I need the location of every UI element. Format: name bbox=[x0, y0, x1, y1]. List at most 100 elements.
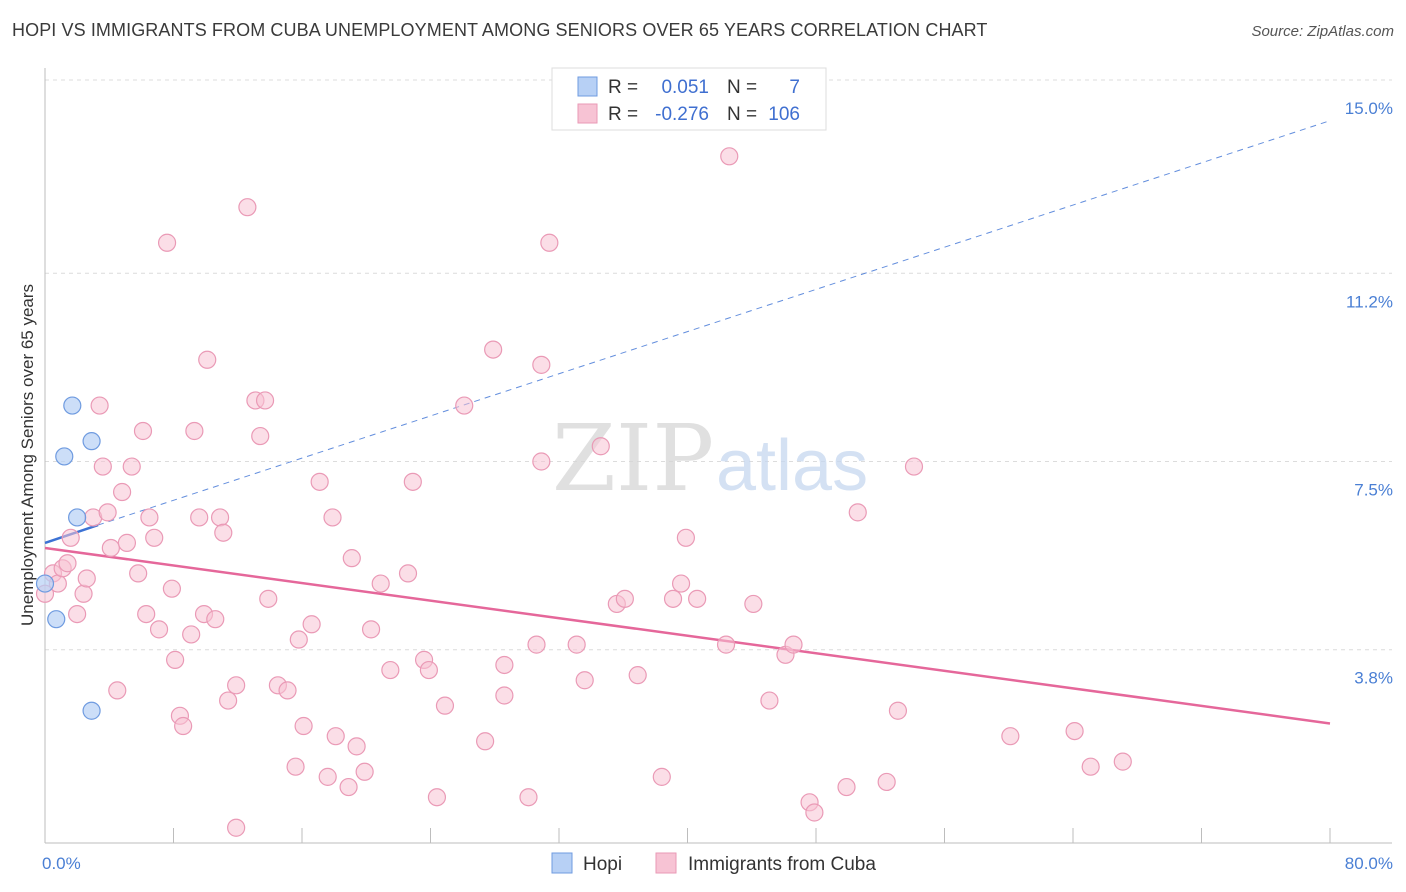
cuba-point bbox=[145, 528, 164, 547]
legend-hopi-swatch bbox=[551, 852, 573, 874]
cuba-point bbox=[219, 691, 238, 710]
cuba-point bbox=[214, 523, 233, 542]
cuba-point bbox=[182, 625, 201, 644]
cuba-point bbox=[848, 503, 867, 522]
stats-hopi-r-label: R = bbox=[608, 77, 638, 98]
stats-cuba-r-label: R = bbox=[608, 104, 638, 125]
cuba-point bbox=[98, 503, 117, 522]
legend-hopi-label: Hopi bbox=[583, 854, 622, 875]
cuba-point bbox=[74, 584, 93, 603]
cuba-point bbox=[198, 350, 217, 369]
cuba-point bbox=[227, 676, 246, 695]
cuba-point bbox=[149, 620, 169, 639]
cuba-point bbox=[1001, 727, 1020, 746]
cuba-point bbox=[877, 772, 896, 792]
cuba-point bbox=[137, 604, 156, 624]
cuba-point bbox=[185, 421, 204, 441]
cuba-point bbox=[129, 564, 148, 583]
stats-cuba-swatch bbox=[577, 103, 598, 124]
cuba-point bbox=[294, 716, 313, 736]
cuba-point bbox=[527, 635, 546, 654]
stats-cuba-n-value: 106 bbox=[768, 104, 800, 125]
hopi-point bbox=[82, 701, 101, 720]
cuba-point bbox=[371, 574, 390, 593]
stats-hopi-r-value: 0.051 bbox=[661, 77, 709, 98]
stats-box: R = 0.051 N = 7 R = -0.276 N = 106 bbox=[551, 67, 827, 131]
cuba-point bbox=[676, 528, 695, 547]
cuba-point bbox=[347, 737, 366, 756]
y-tick-label: 3.8% bbox=[1354, 669, 1393, 688]
cuba-point bbox=[133, 421, 153, 441]
cuba-point bbox=[381, 660, 400, 680]
cuba-point bbox=[1113, 752, 1132, 771]
hopi-point bbox=[47, 610, 66, 629]
cuba-point bbox=[663, 589, 683, 608]
hopi-trend-projection bbox=[97, 120, 1331, 526]
cuba-point bbox=[671, 574, 691, 593]
watermark-zip: ZIP bbox=[552, 405, 714, 512]
cuba-point bbox=[206, 610, 225, 629]
cuba-point bbox=[837, 777, 856, 797]
x-tick-label: 0.0% bbox=[42, 854, 81, 873]
cuba-point bbox=[339, 777, 358, 797]
hopi-point bbox=[82, 432, 101, 451]
cuba-point bbox=[904, 457, 924, 476]
y-tick-label: 11.2% bbox=[1346, 292, 1393, 311]
cuba-point bbox=[323, 508, 342, 527]
cuba-point bbox=[162, 579, 181, 598]
cuba-point bbox=[591, 437, 610, 456]
data-points bbox=[35, 147, 1132, 837]
cuba-point bbox=[532, 355, 551, 374]
cuba-point bbox=[455, 396, 474, 415]
source-label: Source: ZipAtlas.com bbox=[1251, 23, 1394, 40]
cuba-point bbox=[227, 818, 246, 837]
cuba-point bbox=[435, 696, 455, 715]
cuba-trend-line bbox=[44, 546, 1331, 725]
cuba-point bbox=[238, 198, 257, 217]
chart-title: HOPI VS IMMIGRANTS FROM CUBA UNEMPLOYMEN… bbox=[12, 20, 988, 40]
cuba-point bbox=[93, 457, 112, 476]
legend-cuba-swatch bbox=[655, 852, 677, 874]
cuba-point bbox=[495, 686, 514, 705]
cuba-point bbox=[688, 589, 707, 608]
cuba-point bbox=[355, 762, 374, 781]
hopi-point bbox=[35, 574, 55, 593]
cuba-point bbox=[519, 788, 538, 807]
cuba-point bbox=[476, 732, 495, 751]
cuba-point bbox=[540, 233, 559, 252]
cuba-point bbox=[68, 604, 87, 624]
cuba-point bbox=[210, 508, 230, 527]
y-axis-label: Unemployment Among Seniors over 65 years bbox=[18, 284, 37, 626]
cuba-point bbox=[101, 538, 120, 558]
y-tick-label: 15.0% bbox=[1345, 99, 1393, 118]
cuba-point bbox=[108, 681, 127, 700]
cuba-point bbox=[90, 396, 109, 415]
stats-cuba-n-label: N = bbox=[727, 104, 757, 125]
cuba-point bbox=[760, 691, 779, 710]
cuba-point bbox=[302, 615, 321, 634]
cuba-point bbox=[1081, 757, 1100, 776]
x-tick-label: 80.0% bbox=[1345, 854, 1393, 873]
cuba-point bbox=[286, 757, 305, 776]
cuba-point bbox=[567, 635, 586, 654]
cuba-point bbox=[122, 457, 141, 476]
cuba-point bbox=[174, 716, 193, 736]
cuba-point bbox=[255, 391, 275, 410]
tick-labels: 3.8% 7.5% 11.2% 15.0% 0.0% 80.0% bbox=[42, 99, 1393, 873]
cuba-point bbox=[318, 767, 337, 786]
cuba-point bbox=[575, 671, 594, 690]
cuba-point bbox=[888, 701, 908, 720]
cuba-point bbox=[61, 528, 80, 547]
stats-cuba-r-value: -0.276 bbox=[655, 104, 709, 125]
cuba-point bbox=[716, 635, 736, 654]
cuba-point bbox=[427, 788, 447, 807]
cuba-point bbox=[652, 767, 671, 786]
cuba-point bbox=[615, 589, 634, 608]
cuba-point bbox=[484, 340, 503, 359]
stats-box-frame bbox=[551, 67, 827, 131]
cuba-point bbox=[419, 660, 438, 680]
stats-hopi-swatch bbox=[577, 76, 598, 97]
legend: Hopi Immigrants from Cuba bbox=[551, 852, 876, 875]
cuba-point bbox=[166, 650, 185, 669]
